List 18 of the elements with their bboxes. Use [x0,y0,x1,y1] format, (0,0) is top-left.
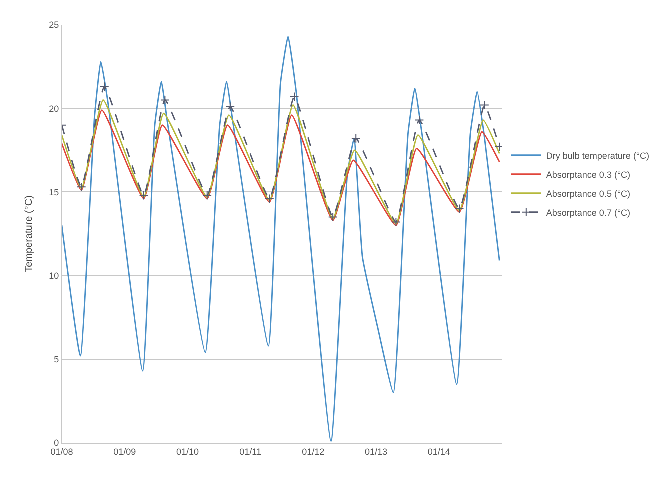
x-tick-label: 01/08 [50,446,74,457]
x-tick-label: 01/10 [176,446,199,457]
y-tick-label: 25 [49,20,60,30]
y-tick-label: 15 [49,187,60,198]
x-tick-label: 01/13 [365,446,388,457]
x-tick-label: 01/09 [114,446,136,457]
legend-label: Absorptance 0.3 (°C) [546,170,631,180]
y-tick-label: 0 [54,438,60,448]
y-tick-label: 10 [49,270,60,281]
y-tick-label: 5 [54,354,60,365]
legend-label: Absorptance 0.5 (°C) [546,188,631,199]
x-tick-label: 01/12 [302,446,325,457]
legend-label: Absorptance 0.7 (°C) [546,208,631,218]
y-axis-title: Temperature (°C) [24,196,35,272]
x-tick-label: 01/14 [428,446,450,457]
y-tick-label: 20 [49,104,60,114]
x-tick-label: 01/11 [240,446,262,457]
legend-label: Dry bulb temperature (°C) [546,150,650,161]
